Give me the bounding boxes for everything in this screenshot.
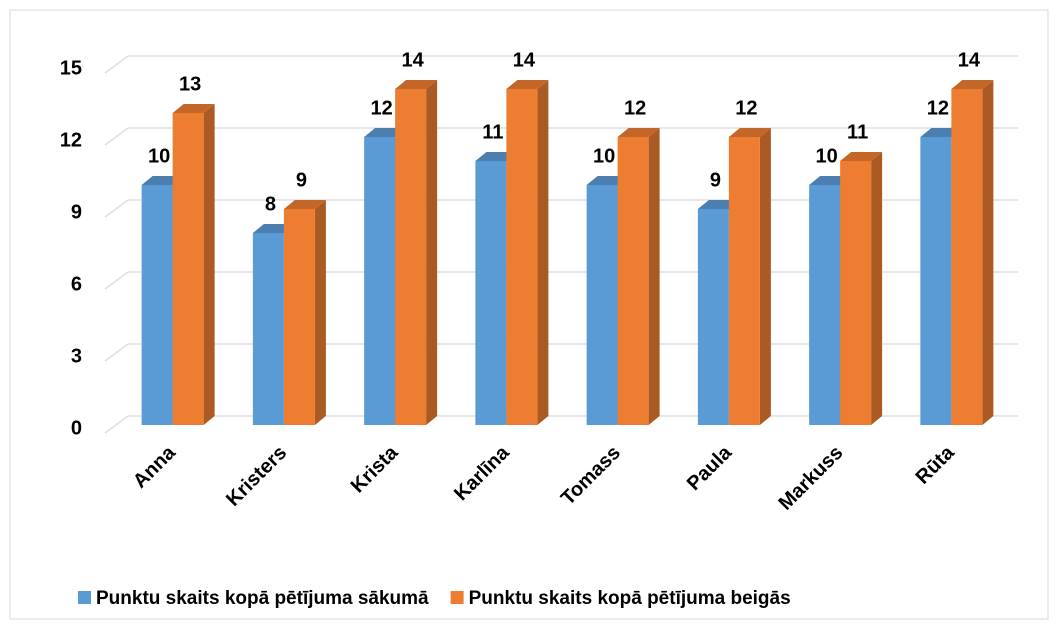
bar-top [172, 104, 215, 113]
y-tick-label: 6 [71, 273, 82, 295]
value-label: 12 [927, 97, 949, 119]
bar-front [920, 137, 952, 425]
bar-front [395, 89, 427, 425]
value-label: 9 [296, 169, 307, 191]
value-label: 14 [402, 49, 425, 71]
bar-front [364, 137, 396, 425]
value-label: 11 [482, 121, 503, 143]
bar-front [809, 185, 841, 425]
bar [395, 80, 438, 425]
value-label: 10 [816, 145, 838, 167]
y-tick-label: 0 [71, 417, 82, 439]
bar [172, 104, 215, 425]
bar-side [982, 80, 994, 425]
bar [283, 200, 326, 425]
bar-side [759, 128, 771, 425]
value-label: 9 [710, 169, 721, 191]
bar-side [648, 128, 660, 425]
value-label: 12 [371, 97, 393, 119]
bar-side [871, 152, 883, 425]
grid-line-depth [104, 55, 129, 74]
y-tick-label: 12 [60, 129, 82, 151]
bar-front [951, 89, 983, 425]
grid-line-depth [104, 199, 129, 218]
bar-front [475, 161, 507, 425]
value-label: 11 [847, 121, 868, 143]
legend-label: Punktu skaits kopā pētījuma beigās [469, 588, 791, 609]
y-tick-label: 15 [60, 57, 82, 79]
bar-front [697, 209, 729, 425]
legend-swatch [450, 591, 464, 604]
value-label: 14 [958, 49, 981, 71]
bar-top [840, 152, 883, 161]
grid-line-depth [104, 343, 129, 362]
grid-line-depth [104, 271, 129, 290]
bar-front [283, 209, 315, 425]
bar-front [728, 137, 760, 425]
value-label: 12 [735, 97, 757, 119]
bar-side [314, 200, 326, 425]
bar-top [283, 200, 326, 209]
bar-top [617, 128, 660, 137]
bar-top [951, 80, 994, 89]
bar-top [728, 128, 771, 137]
grid-line-depth [104, 415, 129, 434]
value-label: 8 [265, 193, 276, 215]
value-label: 10 [593, 145, 615, 167]
bar-front [141, 185, 173, 425]
value-label: 13 [179, 73, 201, 95]
bar-front [617, 137, 649, 425]
bar [840, 152, 883, 425]
bar-front [172, 113, 204, 425]
bar [617, 128, 660, 425]
y-tick-label: 9 [71, 201, 82, 223]
bar-top [506, 80, 549, 89]
bar-front [586, 185, 618, 425]
y-tick-label: 3 [71, 345, 82, 367]
value-label: 10 [148, 145, 170, 167]
bar-front [506, 89, 538, 425]
bar-side [203, 104, 215, 425]
value-label: 12 [624, 97, 646, 119]
bar [951, 80, 994, 425]
grid-line-depth [104, 127, 129, 146]
bar [506, 80, 549, 425]
legend-label: Punktu skaits kopā pētījuma sākumā [96, 588, 429, 609]
legend-swatch [78, 591, 91, 604]
bar [728, 128, 771, 425]
value-label: 14 [513, 49, 536, 71]
bar-front [840, 161, 872, 425]
bar-front [252, 233, 284, 425]
bar-top [395, 80, 438, 89]
bar-side [537, 80, 549, 425]
grid-line [104, 127, 1018, 146]
grid-line [104, 55, 1018, 74]
bar-side [426, 80, 438, 425]
